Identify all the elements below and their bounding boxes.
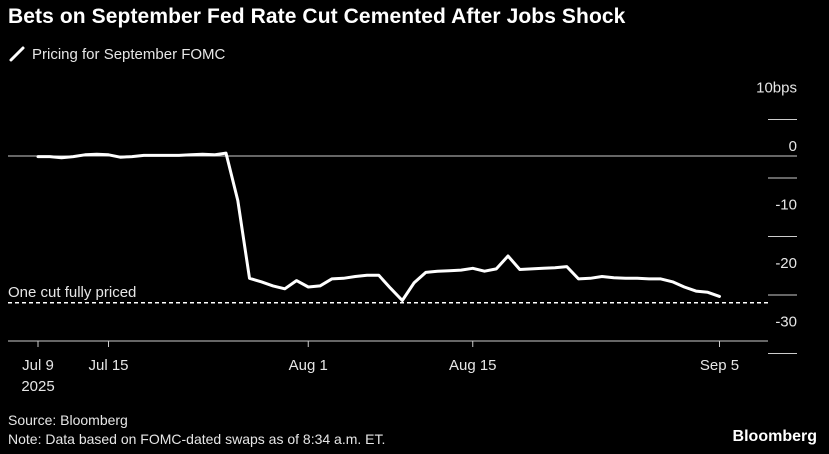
x-tick-label: Jul 15 [88,357,128,374]
y-tick-label: -30 [775,314,797,331]
x-axis: Jul 9 Jul 15 Aug 1 Aug 15 Sep 5 2025 [8,340,768,395]
y-axis-ticks [768,119,797,354]
x-year-label: 2025 [21,378,54,395]
y-tick-label: -10 [775,197,797,214]
series-line [36,151,721,302]
y-axis-labels: 10bps 0 -10 -20 -30 [756,80,797,331]
chart-title: Bets on September Fed Rate Cut Cemented … [8,5,626,28]
y-tick-label: 10bps [756,80,797,97]
footnote: Note: Data based on FOMC-dated swaps as … [8,431,386,447]
x-tick-label: Sep 5 [700,357,739,374]
reference-line-group: One cut fully priced [8,284,768,304]
legend-label: Pricing for September FOMC [32,45,226,63]
reference-line-label: One cut fully priced [8,284,136,301]
x-tick-label: Aug 15 [449,357,497,374]
bloomberg-logo: Bloomberg [732,428,817,445]
y-tick-label: -20 [775,255,797,272]
series-group [36,151,721,302]
source-note: Source: Bloomberg [8,412,128,428]
legend: Pricing for September FOMC [8,45,225,63]
y-tick-label: 0 [789,138,797,155]
x-tick-label: Jul 9 [22,357,54,374]
slash-line-icon [9,46,25,62]
x-tick-label: Aug 1 [289,357,328,374]
